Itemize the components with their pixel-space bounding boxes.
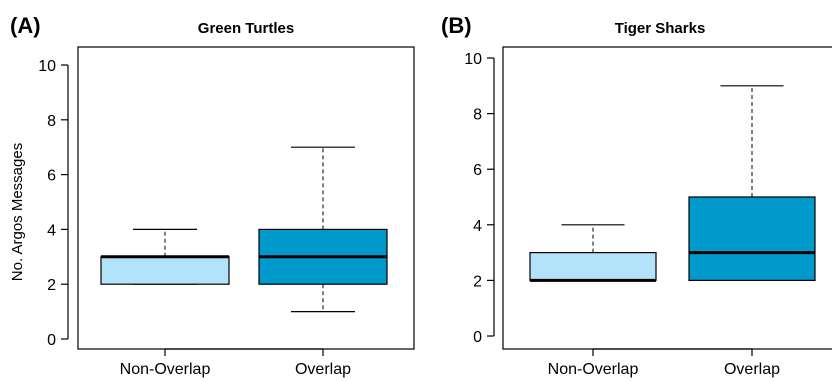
panel-a-non-overlap-box <box>100 256 230 285</box>
panel-a-x-tick-label-overlap: Overlap <box>295 361 351 378</box>
panel-b-y-tick-label: 8 <box>473 107 482 124</box>
panel-a-y-tick-label: 10 <box>38 58 56 75</box>
panel-a-plot: 0 2 4 6 8 10 Non-Overlap Overlap <box>38 58 388 378</box>
panel-a-y-tick-label: 6 <box>47 168 56 185</box>
panel-b-x-tick-label-non-overlap: Non-Overlap <box>548 361 639 378</box>
panel-a-plot-frame <box>77 46 415 350</box>
panel-b-non-overlap-box <box>529 252 657 282</box>
panel-a-y-tick-label: 0 <box>47 332 56 349</box>
panel-b-plot: 0 2 4 6 8 10 Non-Overlap Overlap <box>464 51 816 378</box>
panel-a-title: Green Turtles <box>198 20 294 37</box>
panel-b-y-tick-label: 4 <box>473 218 482 235</box>
panel-b-y-tick-label: 6 <box>473 162 482 179</box>
panel-a-x-tick-label-non-overlap: Non-Overlap <box>120 361 211 378</box>
panel-a-y-tick-label: 2 <box>47 277 56 294</box>
panel-b-label: (B) <box>441 13 472 38</box>
panel-b-y-tick-label: 2 <box>473 273 482 290</box>
panel-b-overlap-box <box>688 196 816 282</box>
panel-a-y-tick-label: 4 <box>47 222 56 239</box>
panel-b-title: Tiger Sharks <box>615 20 706 37</box>
panel-b-x-tick-label-overlap: Overlap <box>724 361 780 378</box>
panel-a-label: (A) <box>10 13 41 38</box>
panel-a-y-axis-label: No. Argos Messages <box>9 143 26 281</box>
panel-b-y-tick-label: 0 <box>473 329 482 346</box>
panel-b-y-tick-label: 10 <box>464 51 482 68</box>
panel-a-y-tick-label: 8 <box>47 113 56 130</box>
